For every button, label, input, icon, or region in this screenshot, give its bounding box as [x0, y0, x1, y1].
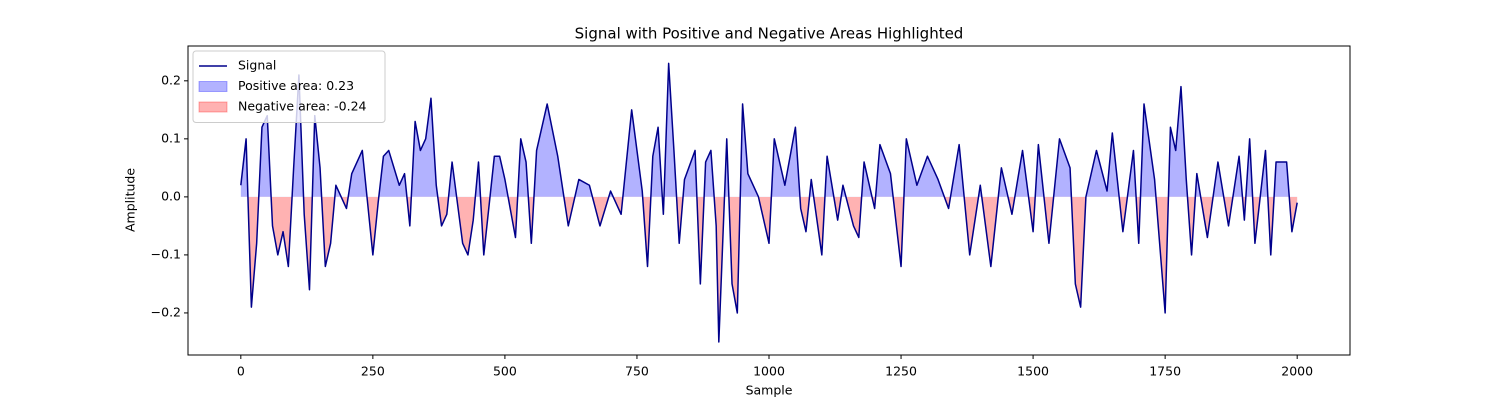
x-tick-label: 250 — [361, 364, 385, 379]
legend-label: Negative area: -0.24 — [238, 99, 367, 114]
y-tick-label: 0.0 — [161, 188, 181, 203]
x-tick-label: 1500 — [1017, 364, 1049, 379]
y-tick-label: −0.2 — [151, 304, 181, 319]
x-tick-label: 1000 — [753, 364, 785, 379]
y-tick-label: 0.2 — [161, 72, 181, 87]
signal-line — [240, 62, 1298, 343]
x-tick-label: 750 — [625, 364, 649, 379]
legend-patch — [198, 101, 228, 113]
chart-title: Signal with Positive and Negative Areas … — [575, 25, 964, 43]
y-tick-label: −0.1 — [151, 246, 181, 261]
x-tick-label: 1250 — [885, 364, 917, 379]
area-fill — [247, 196, 1298, 342]
x-tick-label: 1750 — [1149, 364, 1181, 379]
legend-label: Signal — [238, 58, 276, 73]
y-tick-label: 0.1 — [161, 130, 181, 145]
y-axis-label: Amplitude — [123, 168, 138, 232]
x-tick-label: 0 — [237, 364, 245, 379]
legend-box — [192, 50, 386, 123]
legend-patch — [198, 81, 228, 92]
legend-label: Positive area: 0.23 — [238, 78, 354, 93]
x-axis-label: Sample — [746, 383, 793, 398]
x-tick-label: 500 — [493, 364, 517, 379]
plot-frame — [187, 45, 1351, 356]
x-tick-label: 2000 — [1281, 364, 1313, 379]
